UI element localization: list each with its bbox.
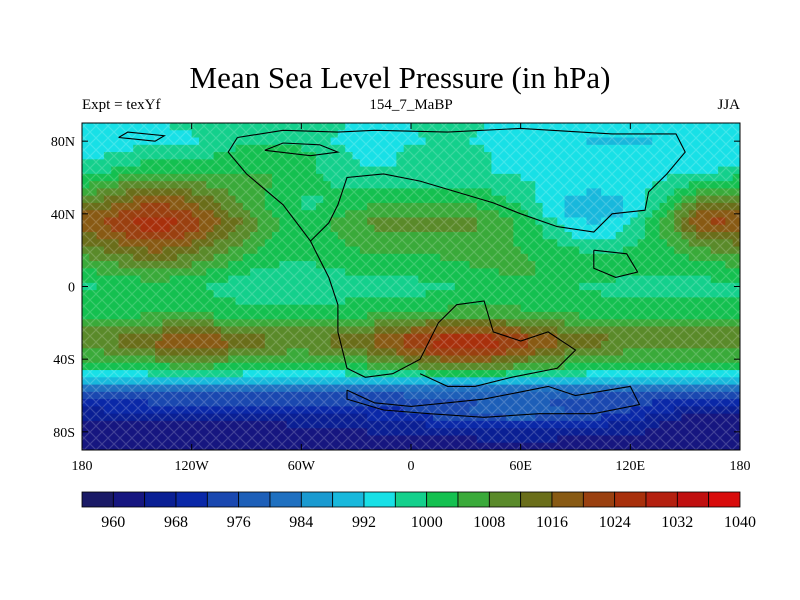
colorbar-label: 992 (352, 514, 376, 531)
coastline (310, 240, 577, 387)
x-tick-label: 0 (408, 459, 415, 474)
colorbar: 960 968 976 984 992 1000 1008 1016 1024 1032 1040 (81, 491, 756, 531)
colorbar-swatch (112, 491, 146, 508)
colorbar-swatch (394, 491, 428, 508)
colorbar-label: 1040 (724, 514, 756, 531)
colorbar-swatch (520, 491, 553, 508)
x-tick-label: 60W (288, 459, 316, 474)
x-tick-label: 180 (72, 459, 93, 474)
coastline (264, 142, 341, 157)
colorbar-swatch (582, 491, 616, 508)
x-tick-label: 60E (509, 459, 532, 474)
colorbar-label: 1024 (599, 514, 631, 531)
y-tick-label: 40N (51, 208, 75, 223)
colorbar-swatch (614, 491, 647, 508)
coastline (346, 385, 641, 418)
season-label: JJA (717, 97, 740, 113)
colorbar-swatch (175, 491, 208, 508)
coastline (118, 131, 167, 142)
x-tick-label: 120E (616, 459, 646, 474)
experiment-label: Expt = texYf (82, 97, 161, 113)
y-tick-label: 80N (51, 135, 75, 150)
colorbar-swatch (81, 491, 114, 508)
colorbar-swatch (269, 491, 302, 508)
stipple-overlay (82, 123, 740, 450)
y-tick-label: 80S (53, 426, 75, 441)
colorbar-label: 1032 (661, 514, 693, 531)
colorbar-swatch (551, 491, 584, 508)
colorbar-swatch (645, 491, 678, 508)
colorbar-swatch (676, 491, 710, 508)
colorbar-swatch (488, 491, 522, 508)
colorbar-swatch (363, 491, 396, 508)
timeslice-label: 154_7_MaBP (369, 97, 453, 113)
colorbar-swatch (206, 491, 240, 508)
colorbar-swatch (144, 491, 177, 508)
colorbar-swatch (457, 491, 490, 508)
coastline (227, 127, 686, 242)
colorbar-label: 1000 (411, 514, 443, 531)
colorbar-swatch (708, 491, 741, 508)
colorbar-swatch (426, 491, 459, 508)
colorbar-label: 984 (289, 514, 313, 531)
axes: 180 120W 60W 0 60E 120E 180 80N 40N 0 40S 80S (51, 123, 751, 474)
y-tick-label: 0 (68, 281, 75, 296)
colorbar-label: 960 (101, 514, 125, 531)
chart-title: Mean Sea Level Pressure (in hPa) (189, 60, 611, 95)
x-tick-label: 120W (175, 459, 210, 474)
colorbar-swatch (238, 491, 271, 508)
pressure-field (82, 123, 740, 450)
colorbar-swatch (300, 491, 334, 508)
coastline (593, 249, 639, 278)
x-tick-label: 180 (730, 459, 751, 474)
colorbar-label: 968 (164, 514, 188, 531)
y-tick-label: 40S (53, 353, 75, 368)
colorbar-label: 1016 (536, 514, 568, 531)
colorbar-label: 976 (227, 514, 251, 531)
coastlines (118, 127, 686, 418)
colorbar-swatch (332, 491, 365, 508)
colorbar-label: 1008 (473, 514, 505, 531)
